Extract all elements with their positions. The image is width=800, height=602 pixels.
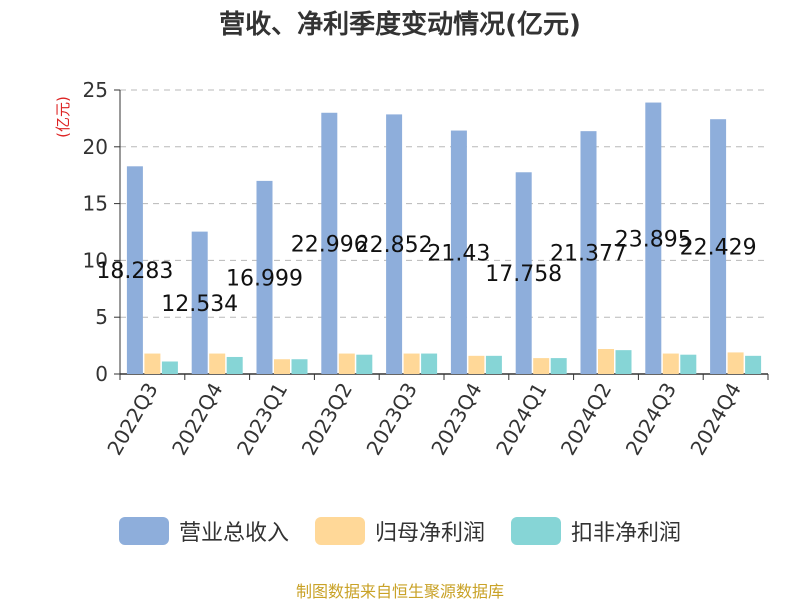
bar-3-2022Q3 [161, 361, 178, 374]
legend-label: 扣非净利润 [571, 521, 682, 546]
bar-1-2023Q1 [256, 180, 273, 374]
bar-1-2023Q2 [321, 112, 338, 374]
x-tick-label: 2022Q4 [167, 379, 227, 460]
bar-2-2023Q4 [468, 355, 485, 374]
legend-item[interactable]: 归母净利润 [314, 515, 485, 547]
legend-label: 营业总收入 [178, 521, 289, 546]
legend-item[interactable]: 扣非净利润 [511, 515, 681, 547]
bar-2-2024Q2 [598, 349, 614, 374]
legend-swatch [118, 517, 169, 545]
bar-1-2024Q4 [710, 119, 727, 374]
bar-1-2024Q2 [580, 131, 597, 374]
x-tick-label: 2024Q4 [685, 379, 745, 460]
bar-3-2023Q4 [485, 355, 502, 374]
y-tick-label: 5 [95, 305, 108, 329]
x-tick-label: 2024Q1 [491, 379, 551, 460]
y-tick-label: 0 [95, 362, 108, 386]
data-label: 22.852 [356, 233, 433, 258]
legend-swatch [511, 517, 561, 545]
bar-1-2024Q1 [515, 172, 532, 374]
bar-3-2023Q1 [291, 359, 308, 374]
bar-2-2023Q3 [403, 353, 420, 374]
x-tick-label: 2024Q2 [556, 379, 616, 460]
chart-legend: 营业总收入 归母净利润 扣非净利润 [0, 515, 800, 547]
y-tick-label: 25 [83, 78, 108, 102]
y-tick-label: 15 [83, 192, 108, 216]
bar-2-2022Q4 [209, 353, 226, 374]
legend-swatch [314, 517, 365, 545]
x-tick-label: 2023Q1 [232, 379, 292, 460]
bar-2-2024Q3 [662, 353, 679, 374]
bar-3-2024Q4 [745, 355, 762, 374]
legend-item[interactable]: 营业总收入 [118, 515, 289, 547]
data-label: 21.377 [550, 242, 627, 267]
x-tick-label: 2022Q3 [102, 379, 162, 460]
x-tick-label: 2023Q3 [361, 379, 421, 460]
y-tick-label: 10 [83, 248, 108, 272]
bar-2-2023Q2 [338, 353, 355, 374]
bar-2-2024Q1 [533, 358, 550, 374]
bar-1-2022Q4 [191, 231, 208, 374]
y-axis-label: (亿元) [54, 96, 72, 138]
bar-3-2024Q2 [615, 350, 632, 374]
data-label: 16.999 [226, 266, 303, 291]
data-label: 22.996 [291, 232, 368, 257]
data-label: 23.895 [615, 227, 692, 252]
bar-2-2023Q1 [274, 359, 290, 374]
legend-label: 归母净利润 [374, 521, 485, 546]
data-label: 21.43 [427, 241, 490, 266]
data-label: 17.758 [485, 262, 562, 287]
bar-3-2024Q1 [550, 358, 567, 374]
bar-3-2024Q3 [680, 354, 697, 374]
bar-3-2023Q2 [356, 354, 373, 374]
data-label: 12.534 [161, 292, 238, 317]
chart-title: 营收、净利季度变动情况(亿元) [219, 10, 581, 40]
bar-2-2022Q3 [144, 353, 161, 374]
data-source-note: 制图数据来自恒生聚源数据库 [295, 582, 504, 601]
data-label: 22.429 [680, 236, 757, 261]
data-label: 18.283 [96, 259, 173, 284]
bar-1-2022Q3 [126, 166, 143, 374]
bar-1-2023Q4 [450, 130, 467, 374]
bar-1-2024Q3 [645, 102, 662, 375]
bar-1-2023Q3 [386, 114, 403, 375]
x-tick-label: 2024Q3 [621, 379, 681, 460]
bar-2-2024Q4 [727, 352, 744, 374]
bar-3-2023Q3 [421, 353, 438, 374]
bar-3-2022Q4 [226, 356, 243, 374]
y-tick-label: 20 [83, 135, 108, 159]
x-tick-label: 2023Q2 [297, 379, 357, 460]
x-tick-label: 2023Q4 [426, 379, 486, 460]
